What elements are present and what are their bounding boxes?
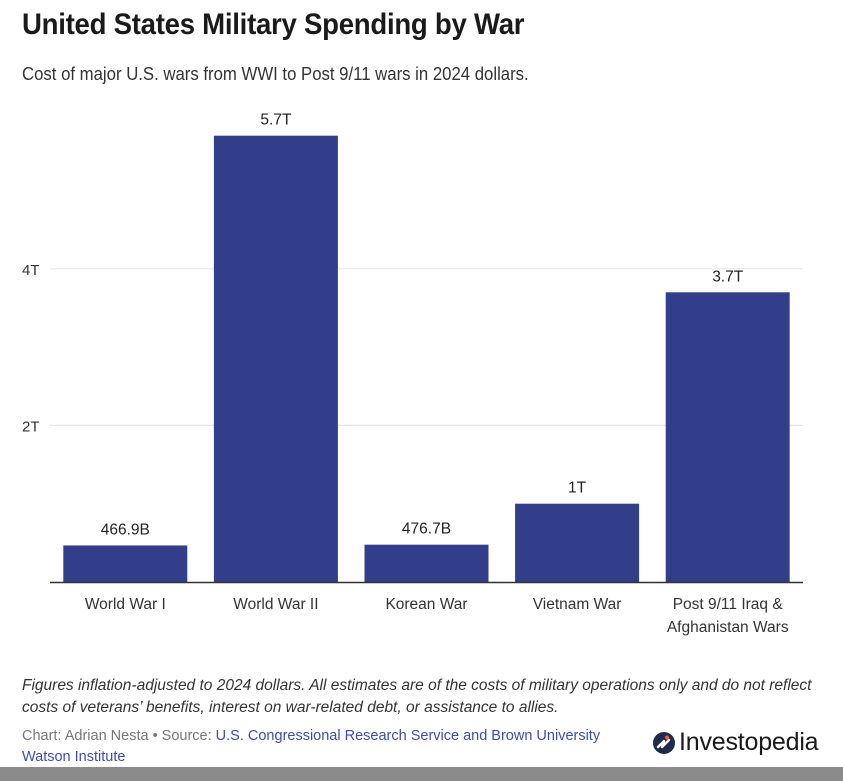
- x-tick-label: Post 9/11 Iraq &: [673, 596, 784, 613]
- chart-subtitle: Cost of major U.S. wars from WWI to Post…: [22, 64, 529, 84]
- bar: [213, 135, 338, 582]
- y-tick-label: 2T: [22, 418, 40, 435]
- bar: [364, 544, 489, 582]
- bar: [515, 503, 640, 582]
- credit-prefix: Chart: Adrian Nesta • Source:: [22, 728, 216, 744]
- x-tick-label: World War II: [233, 596, 318, 613]
- x-axis-ticks: World War I World War II Korean War Vietnam…: [85, 596, 789, 636]
- data-label: 5.7T: [260, 112, 292, 129]
- x-tick-label: World War I: [85, 596, 166, 613]
- bottom-bar: [0, 767, 843, 781]
- x-tick-label: Afghanistan Wars: [667, 619, 789, 636]
- credit-line: Chart: Adrian Nesta • Source: U.S. Congr…: [22, 726, 632, 768]
- source-link[interactable]: U.S. Congressional Research Service and …: [22, 728, 601, 765]
- y-axis-ticks: 2T 4T: [22, 262, 40, 436]
- data-labels: 466.9B 5.7T 476.7B 1T 3.7T: [101, 112, 744, 539]
- x-tick-label: Korean War: [385, 596, 467, 613]
- data-label: 476.7B: [402, 521, 451, 538]
- investopedia-logo[interactable]: Investopedia: [652, 728, 819, 757]
- data-label: 466.9B: [101, 521, 150, 538]
- data-label: 1T: [568, 480, 587, 497]
- logo-text: Investopedia: [679, 728, 819, 756]
- x-tick-label: Vietnam War: [533, 596, 622, 613]
- investopedia-logo-icon: [653, 731, 675, 754]
- y-tick-label: 4T: [22, 262, 40, 279]
- chart-title: United States Military Spending by War: [22, 8, 525, 41]
- bars: [63, 135, 790, 582]
- data-label: 3.7T: [712, 268, 744, 285]
- bar: [665, 292, 790, 582]
- bar: [63, 545, 188, 582]
- footnote: Figures inflation-adjusted to 2024 dolla…: [22, 677, 812, 716]
